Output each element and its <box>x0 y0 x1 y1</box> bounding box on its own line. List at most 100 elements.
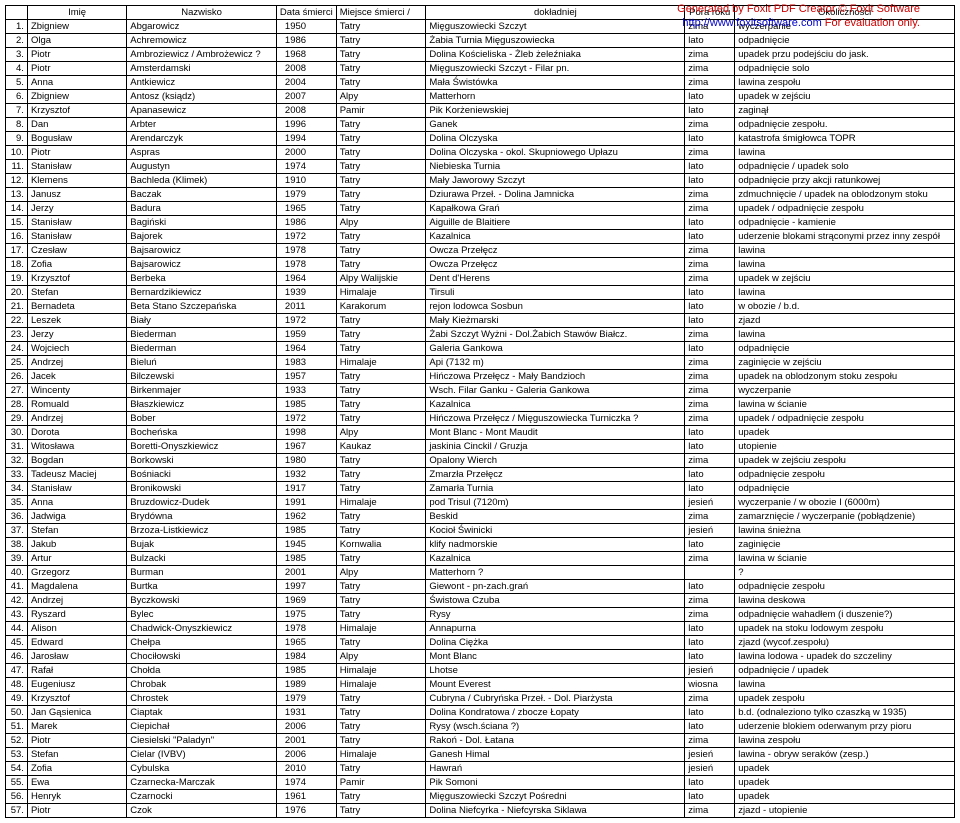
table-row: 24.WojciechBiederman1964TatryGaleria Gan… <box>6 342 955 356</box>
cell: lato <box>685 636 735 650</box>
cell: 1972 <box>276 314 336 328</box>
table-row: 30.DorotaBocheńska1998AlpyMont Blanc - M… <box>6 426 955 440</box>
cell: odpadnięcie zespołu <box>735 468 955 482</box>
table-row: 2.OlgaAchremowicz1986TatryŻabia Turnia M… <box>6 34 955 48</box>
cell: Tatry <box>336 34 426 48</box>
cell: Matterhorn ? <box>426 566 685 580</box>
cell: zima <box>685 692 735 706</box>
cell: Achremowicz <box>127 34 277 48</box>
cell: Tatry <box>336 734 426 748</box>
cell: Dziurawa Przeł. - Dolina Jamnicka <box>426 188 685 202</box>
cell: lawina <box>735 678 955 692</box>
cell: 32. <box>6 454 28 468</box>
cell: Romuald <box>27 398 126 412</box>
cell: Wojciech <box>27 342 126 356</box>
cell: zjazd - utopienie <box>735 804 955 818</box>
table-row: 54.ZofiaCybulska2010TatryHawrańjesieńupa… <box>6 762 955 776</box>
table-row: 48.EugeniuszChrobak1989HimalajeMount Eve… <box>6 678 955 692</box>
cell: 2008 <box>276 62 336 76</box>
cell: Ganesh Himal <box>426 748 685 762</box>
cell: wyczerpanie / w obozie I (6000m) <box>735 496 955 510</box>
cell: odpadnięcie - kamienie <box>735 216 955 230</box>
cell: Bober <box>127 412 277 426</box>
table-row: 46.JarosławChociłowski1984AlpyMont Blanc… <box>6 650 955 664</box>
cell: Bośniacki <box>127 468 277 482</box>
cell: Kocioł Świnicki <box>426 524 685 538</box>
cell: Himalaje <box>336 286 426 300</box>
cell: Cielar (IVBV) <box>127 748 277 762</box>
cell: Tatry <box>336 552 426 566</box>
cell: Tatry <box>336 398 426 412</box>
table-row: 33.Tadeusz MaciejBośniacki1932TatryZmarz… <box>6 468 955 482</box>
cell: Biederman <box>127 342 277 356</box>
cell: Stanisław <box>27 482 126 496</box>
cell: upadek <box>735 776 955 790</box>
cell: zima <box>685 258 735 272</box>
cell: jesień <box>685 748 735 762</box>
table-row: 4.PiotrAmsterdamski2008TatryMięguszowiec… <box>6 62 955 76</box>
cell: Tatry <box>336 76 426 90</box>
cell: 22. <box>6 314 28 328</box>
cell: Krzysztof <box>27 272 126 286</box>
cell: Jadwiga <box>27 510 126 524</box>
cell: 34. <box>6 482 28 496</box>
cell: zima <box>685 244 735 258</box>
cell: Abgarowicz <box>127 20 277 34</box>
cell: lato <box>685 132 735 146</box>
cell: Jan Gąsienica <box>27 706 126 720</box>
cell: 55. <box>6 776 28 790</box>
cell: 2007 <box>276 90 336 104</box>
table-row: 22.LeszekBiały1972TatryMały Kieżmarskila… <box>6 314 955 328</box>
cell: w obozie / b.d. <box>735 300 955 314</box>
cell: jesień <box>685 664 735 678</box>
cell: 49. <box>6 692 28 706</box>
cell: Dolina Kondratowa / zbocze Łopaty <box>426 706 685 720</box>
table-row: 10.PiotrAspras2000TatryDolina Olczyska -… <box>6 146 955 160</box>
cell: odpadnięcie / upadek <box>735 664 955 678</box>
cell: 3. <box>6 48 28 62</box>
cell: lato <box>685 90 735 104</box>
table-row: 35.AnnaBruzdowicz-Dudek1991Himalajepod T… <box>6 496 955 510</box>
cell: uderzenie blokiem oderwanym przy pioru <box>735 720 955 734</box>
cell: Tatry <box>336 314 426 328</box>
cell: Tatry <box>336 524 426 538</box>
cell: Marek <box>27 720 126 734</box>
cell: Aspras <box>127 146 277 160</box>
cell: jesień <box>685 496 735 510</box>
cell: Opalony Wierch <box>426 454 685 468</box>
cell: Rakoń - Dol. Łatana <box>426 734 685 748</box>
cell: Beta Stano Szczepańska <box>127 300 277 314</box>
cell: Czarnecka-Marczak <box>127 776 277 790</box>
cell: 54. <box>6 762 28 776</box>
cell: 1964 <box>276 342 336 356</box>
cell: 53. <box>6 748 28 762</box>
cell: 45. <box>6 636 28 650</box>
cell: Tatry <box>336 202 426 216</box>
cell: Bogdan <box>27 454 126 468</box>
cell: lawina w ścianie <box>735 398 955 412</box>
cell: Henryk <box>27 790 126 804</box>
cell: Rysy (wsch.ściana ?) <box>426 720 685 734</box>
cell: 1985 <box>276 664 336 678</box>
cell: Giewont - pn-zach.grań <box>426 580 685 594</box>
cell: 15. <box>6 216 28 230</box>
table-row: 25.AndrzejBieluń1983HimalajeApi (7132 m)… <box>6 356 955 370</box>
cell: Birkenmajer <box>127 384 277 398</box>
cell: 39. <box>6 552 28 566</box>
cell: zaginięcie w zejściu <box>735 356 955 370</box>
table-row: 51.MarekCiepichał2006TatryRysy (wsch.ści… <box>6 720 955 734</box>
cell: 1978 <box>276 622 336 636</box>
cell: odpadnięcie przy akcji ratunkowej <box>735 174 955 188</box>
cell: 16. <box>6 230 28 244</box>
table-row: 40.GrzegorzBurman2001AlpyMatterhorn ?? <box>6 566 955 580</box>
cell: pod Trisul (7120m) <box>426 496 685 510</box>
col-imie: Imię <box>27 6 126 20</box>
cell: lawina <box>735 146 955 160</box>
cell: 2008 <box>276 104 336 118</box>
cell: Bieluń <box>127 356 277 370</box>
cell: 1945 <box>276 538 336 552</box>
col-data: Data śmierci <box>276 6 336 20</box>
cell: lato <box>685 34 735 48</box>
cell: 52. <box>6 734 28 748</box>
cell: rejon lodowca Sosbun <box>426 300 685 314</box>
